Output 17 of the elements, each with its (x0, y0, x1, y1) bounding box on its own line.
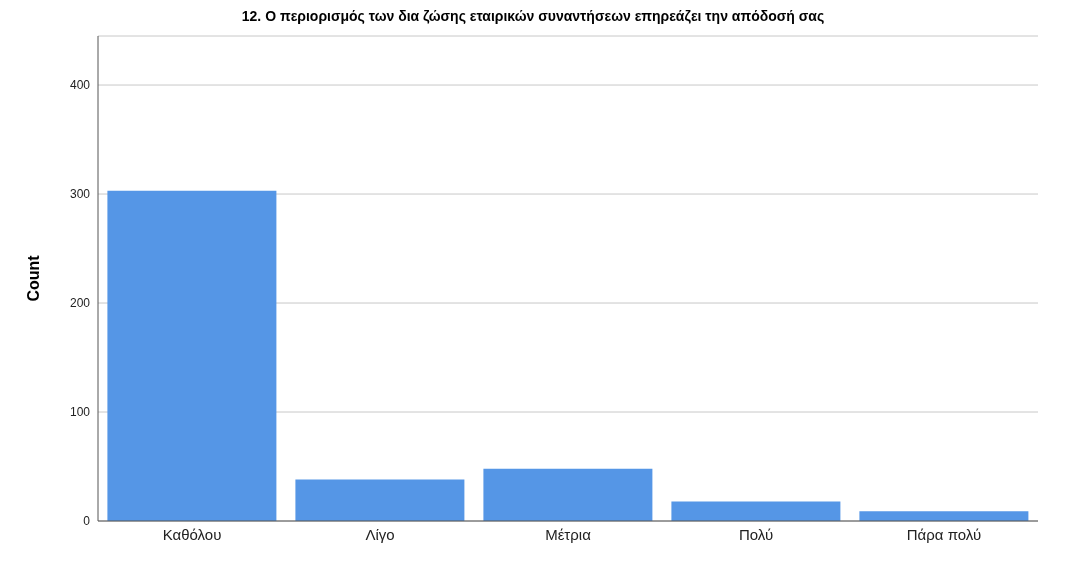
y-tick-label: 300 (69, 187, 91, 202)
bar (295, 479, 465, 521)
x-tick-label: Καθόλου (162, 525, 222, 543)
bar (483, 468, 653, 521)
y-tick-label: 400 (69, 78, 91, 93)
x-tick-label: Μέτρια (545, 525, 592, 543)
y-tick-label: 0 (83, 514, 91, 529)
x-tick-label: Λίγο (365, 525, 395, 543)
bar (859, 511, 1029, 521)
chart-title: 12. Ο περιορισμός των δια ζώσης εταιρικών συναντήσεων επηρεάζει την απόδοσή σας (240, 8, 826, 26)
bar (107, 190, 277, 521)
x-tick-label: Πολύ (738, 525, 774, 543)
y-tick-label: 200 (69, 296, 91, 311)
bar (671, 501, 841, 521)
y-tick-label: 100 (69, 405, 91, 420)
y-axis-title: Count (24, 254, 42, 302)
x-tick-label: Πάρα πολύ (906, 525, 982, 543)
